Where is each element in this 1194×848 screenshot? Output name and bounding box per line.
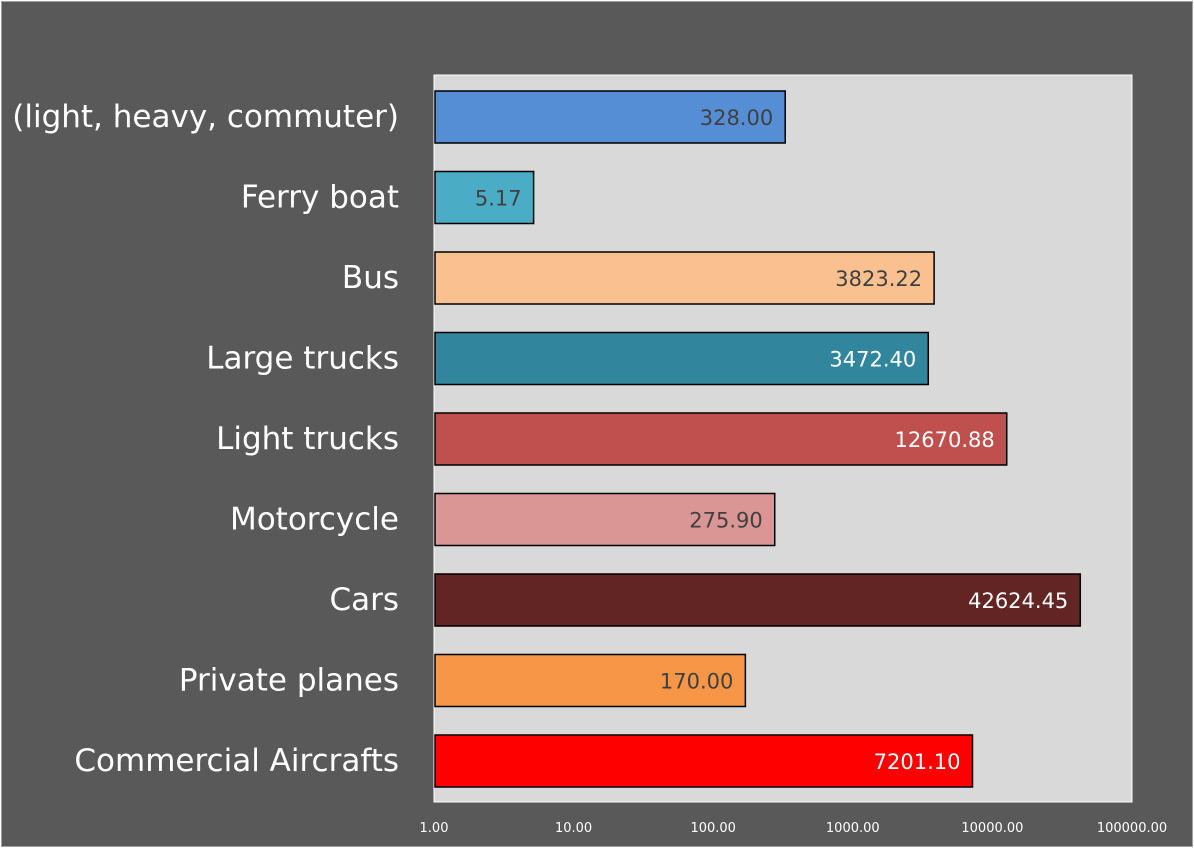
bar-ferry-boat <box>434 170 535 225</box>
x-axis-ticks: 1.00 10.00 100.00 1000.00 10000.00 100000.00 <box>420 821 1168 836</box>
category-label-bus: Bus <box>342 260 399 296</box>
bar-motorcycle <box>434 492 776 547</box>
category-label-large-trucks: Large trucks <box>206 341 399 377</box>
category-label-rail-light-heavy-commuter: Rail (light, heavy, commuter) <box>2 99 399 135</box>
data-label-ferry-boat: 5.17 <box>475 187 522 211</box>
x-tick-label: 10000.00 <box>961 821 1023 836</box>
category-labels: Rail (light, heavy, commuter) Ferry boat B… <box>2 99 399 779</box>
data-label-light-trucks: 12670.88 <box>895 428 995 452</box>
data-label-cars: 42624.45 <box>968 589 1068 613</box>
bar-rail-light-heavy-commuter <box>434 90 786 144</box>
x-tick-label: 1000.00 <box>826 821 880 836</box>
category-label-private-planes: Private planes <box>179 663 399 699</box>
bar-bus <box>434 251 935 305</box>
bar-commercial-aircrafts <box>434 734 974 788</box>
bar-cars <box>434 573 1082 627</box>
category-label-cars: Cars <box>329 582 399 618</box>
bar-private-planes <box>434 653 747 708</box>
data-label-bus: 3823.22 <box>835 267 922 291</box>
x-tick-label: 100000.00 <box>1097 821 1167 836</box>
category-label-light-trucks: Light trucks <box>216 421 399 457</box>
data-label-private-planes: 170.00 <box>660 670 733 694</box>
x-tick-label: 1.00 <box>420 821 449 836</box>
bar-light-trucks <box>434 412 1008 466</box>
category-label-commercial-aircrafts: Commercial Aircrafts <box>74 743 399 779</box>
x-tick-label: 100.00 <box>690 821 736 836</box>
data-label-commercial-aircrafts: 7201.10 <box>874 750 961 774</box>
bar-large-trucks <box>434 331 930 386</box>
data-label-rail-light-heavy-commuter: 328.00 <box>700 106 773 130</box>
x-tick-label: 10.00 <box>555 821 592 836</box>
bars-group: 328.00 5.17 3823.22 3472.40 12670.88 275.90 42… <box>434 90 1082 788</box>
category-label-motorcycle: Motorcycle <box>230 502 399 538</box>
data-label-large-trucks: 3472.40 <box>829 348 916 372</box>
data-label-motorcycle: 275.90 <box>689 509 762 533</box>
category-label-ferry-boat: Ferry boat <box>241 180 399 216</box>
